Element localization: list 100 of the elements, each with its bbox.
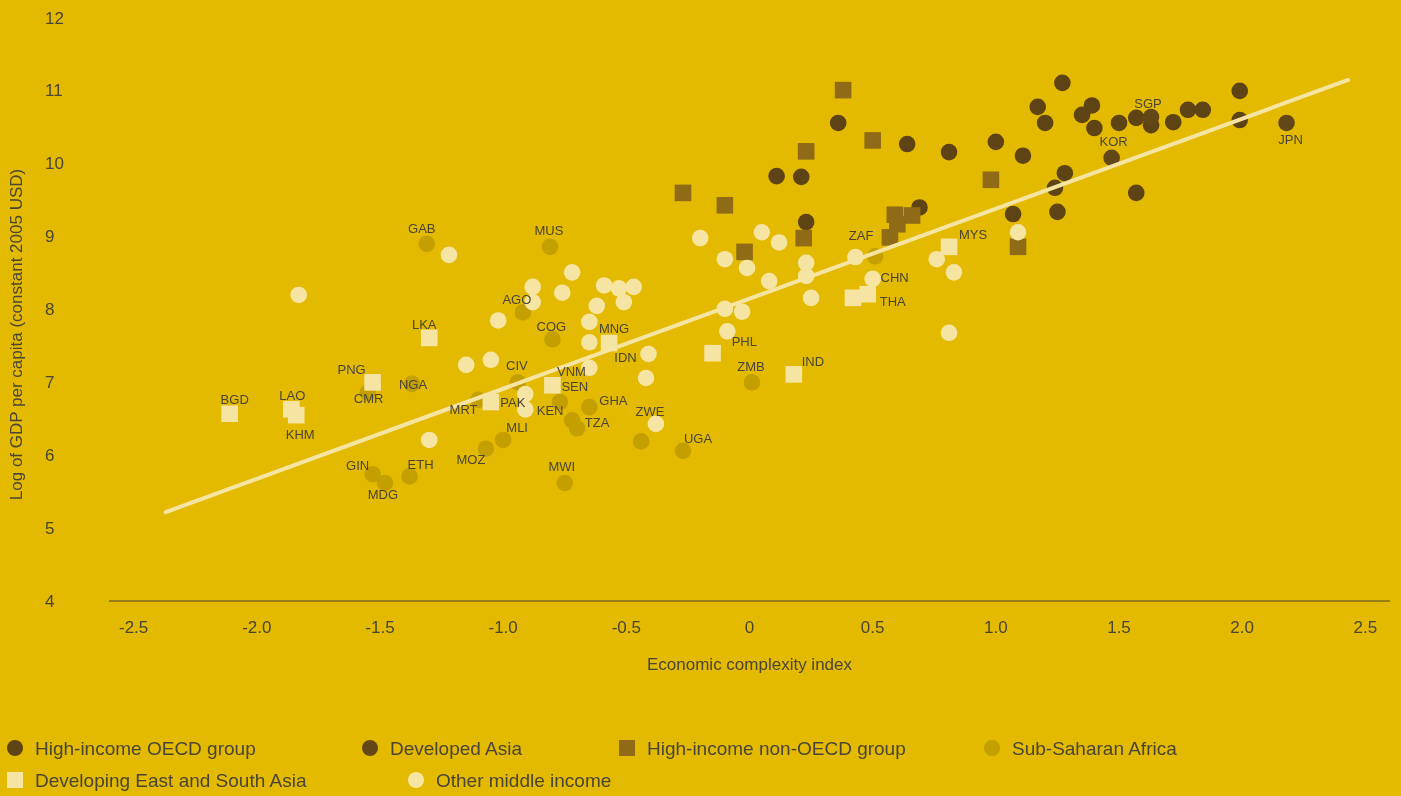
point [785, 366, 803, 383]
y-tick-label: 4 [45, 591, 55, 611]
point [903, 207, 921, 224]
point [1009, 223, 1027, 241]
point [1049, 203, 1066, 221]
point [859, 285, 877, 303]
point [802, 289, 820, 307]
point [674, 442, 692, 460]
point [829, 114, 847, 132]
point [1179, 101, 1197, 119]
legend-label: Developing East and South Asia [35, 769, 307, 791]
point [401, 468, 418, 485]
point [716, 196, 734, 214]
point [987, 133, 1005, 151]
point [581, 398, 598, 416]
point [760, 272, 778, 290]
point [704, 344, 721, 362]
point [1086, 119, 1103, 137]
annotation: THA [879, 293, 907, 309]
annotation: PNG [337, 361, 366, 377]
x-tick-label: -1.0 [488, 618, 518, 637]
annotation: KHM [285, 426, 315, 442]
annotation: TZA [584, 414, 610, 430]
point [514, 304, 532, 321]
point [588, 297, 606, 315]
point [364, 374, 381, 391]
point [524, 278, 542, 296]
point [770, 234, 788, 251]
annotation: VNM [556, 363, 586, 379]
point [1110, 114, 1128, 132]
y-tick-label: 11 [45, 81, 63, 101]
annotation: ZAF [848, 227, 874, 243]
annotation: ETH [407, 456, 434, 472]
point [457, 356, 475, 374]
y-tick-label: 6 [45, 445, 55, 465]
point [1231, 82, 1249, 100]
point [1194, 101, 1212, 119]
y-tick-label: 10 [45, 154, 64, 174]
legend-label: Other middle income [436, 769, 612, 791]
annotation: BGD [220, 392, 249, 408]
point [982, 171, 1000, 189]
x-tick-label: 2.0 [1230, 618, 1255, 637]
annotation: COG [536, 318, 567, 334]
annotation: LKA [411, 317, 437, 333]
point [1127, 109, 1145, 127]
annotation: MOZ [456, 452, 486, 468]
point [1054, 74, 1071, 92]
point [797, 213, 815, 231]
annotation: SGP [1134, 95, 1162, 111]
annotation: GHA [599, 392, 628, 408]
y-axis-title: Log of GDP per capita (constant 2005 USD) [6, 168, 26, 501]
x-tick-label: 1.0 [984, 618, 1008, 637]
point [792, 168, 810, 186]
annotation: SEN [561, 378, 589, 394]
annotation: MWI [548, 459, 576, 475]
point [221, 405, 239, 423]
point [625, 278, 643, 296]
annotation: MNG [598, 320, 630, 336]
point [563, 264, 581, 281]
annotation: NGA [398, 377, 428, 393]
point [1014, 147, 1032, 165]
annotation: JPN [1278, 132, 1303, 148]
point [615, 293, 633, 311]
annotation: GAB [408, 221, 436, 237]
point [290, 286, 307, 304]
x-tick-label: 2.5 [1353, 618, 1378, 637]
annotation: IDN [614, 350, 637, 366]
point [647, 415, 665, 433]
point [477, 440, 495, 457]
point [420, 431, 438, 449]
y-tick-label: 5 [45, 518, 55, 538]
annotation: MUS [534, 223, 564, 239]
annotation: MDG [367, 487, 399, 503]
point [834, 81, 852, 99]
point [1073, 106, 1091, 124]
x-axis-title: Economic complexity index [646, 655, 853, 674]
annotation: MYS [958, 227, 988, 243]
point [595, 277, 613, 294]
point [544, 376, 561, 394]
x-tick-label: -2.5 [118, 618, 149, 637]
annotation: GIN [346, 457, 370, 473]
point [864, 132, 881, 149]
point [743, 374, 761, 391]
point [640, 345, 657, 363]
point [418, 235, 436, 253]
x-tick-label: -0.5 [611, 618, 641, 637]
y-tick-label: 9 [45, 227, 55, 247]
point [940, 238, 958, 256]
x-tick-label: 0.5 [860, 618, 885, 637]
point [553, 284, 571, 302]
point [674, 184, 692, 202]
point [1036, 114, 1054, 132]
legend-label: Sub-Saharan Africa [1012, 737, 1178, 759]
point [610, 280, 628, 297]
point [795, 229, 812, 247]
point [898, 135, 916, 153]
point [691, 229, 709, 247]
point [581, 333, 598, 351]
point [541, 238, 559, 256]
point [420, 329, 438, 347]
